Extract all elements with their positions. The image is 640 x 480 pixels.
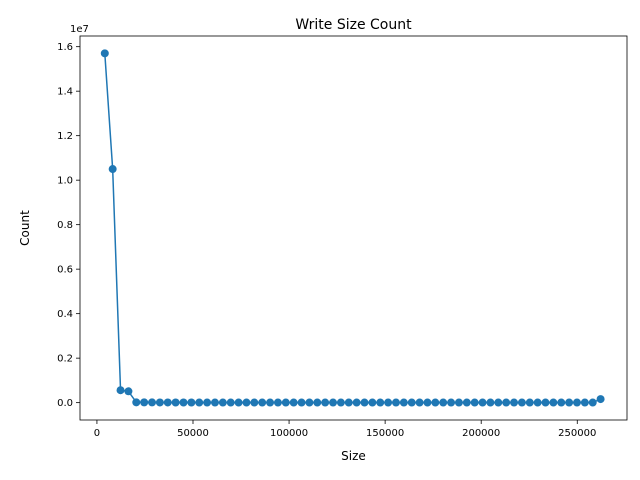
data-point (336, 398, 345, 407)
x-tick-label: 0 (94, 428, 100, 439)
data-point (155, 398, 164, 407)
data-point (148, 398, 157, 407)
data-point (234, 398, 243, 407)
data-point (344, 398, 353, 407)
data-point (486, 398, 495, 407)
y-tick-label: 0.2 (57, 354, 73, 365)
data-point (297, 398, 306, 407)
series-layer (100, 49, 605, 407)
data-point (258, 398, 267, 407)
x-tick-label: 100000 (270, 428, 308, 439)
x-tick-label: 200000 (462, 428, 500, 439)
data-point (517, 398, 526, 407)
data-point (447, 398, 456, 407)
y-tick-label: 1.2 (57, 131, 73, 142)
data-point (423, 398, 432, 407)
data-point (596, 395, 605, 404)
data-point (203, 398, 212, 407)
data-point (431, 398, 440, 407)
data-point (478, 398, 487, 407)
y-tick-label: 1.4 (57, 87, 73, 98)
chart-title: Write Size Count (295, 17, 412, 33)
data-point (494, 398, 503, 407)
data-point (132, 398, 141, 407)
data-point (470, 398, 479, 407)
data-point (368, 398, 377, 407)
data-point (510, 398, 519, 407)
data-point (384, 398, 393, 407)
data-point (210, 398, 219, 407)
data-point (454, 398, 463, 407)
data-point (588, 398, 597, 407)
data-point (549, 398, 558, 407)
data-point (399, 398, 408, 407)
data-point (407, 398, 416, 407)
x-axis-ticks: 0 50000 100000 150000 200000 250000 (94, 420, 596, 439)
data-point (116, 386, 125, 395)
data-point (572, 398, 581, 407)
data-point (391, 398, 400, 407)
x-tick-label: 150000 (366, 428, 404, 439)
data-point (565, 398, 574, 407)
data-point (360, 398, 369, 407)
data-point (329, 398, 338, 407)
data-point (171, 398, 180, 407)
y-tick-label: 0.4 (57, 309, 73, 320)
data-point (195, 398, 204, 407)
data-point (580, 398, 589, 407)
data-point (557, 398, 566, 407)
y-axis-label: Count (18, 210, 32, 246)
data-point (124, 387, 133, 396)
x-axis-label: Size (341, 449, 366, 463)
data-point (218, 398, 227, 407)
data-point (352, 398, 361, 407)
data-point (376, 398, 385, 407)
data-point (100, 49, 109, 58)
data-point (502, 398, 511, 407)
data-point (179, 398, 188, 407)
data-point (541, 398, 550, 407)
y-offset-label: 1e7 (70, 24, 89, 35)
data-point (226, 398, 235, 407)
data-point (273, 398, 282, 407)
data-point (533, 398, 542, 407)
y-tick-label: 1.0 (57, 176, 73, 187)
data-point (462, 398, 471, 407)
y-tick-label: 0.6 (57, 265, 73, 276)
y-axis-ticks: 0.0 0.2 0.4 0.6 0.8 1.0 1.2 1.4 1.6 (57, 42, 80, 409)
data-point (140, 398, 149, 407)
axes-frame (79, 35, 628, 421)
data-point (242, 398, 251, 407)
data-point (313, 398, 322, 407)
y-tick-label: 0.0 (57, 398, 73, 409)
x-tick-label: 250000 (558, 428, 596, 439)
y-tick-label: 1.6 (57, 42, 73, 53)
data-point (415, 398, 424, 407)
x-tick-label: 50000 (177, 428, 209, 439)
data-point (439, 398, 448, 407)
data-point (289, 398, 298, 407)
data-point (250, 398, 259, 407)
data-point (108, 165, 117, 174)
data-point (281, 398, 290, 407)
data-point (187, 398, 196, 407)
data-point (525, 398, 534, 407)
data-point (305, 398, 314, 407)
data-point (321, 398, 330, 407)
data-point (163, 398, 172, 407)
y-tick-label: 0.8 (57, 220, 73, 231)
data-point (266, 398, 275, 407)
